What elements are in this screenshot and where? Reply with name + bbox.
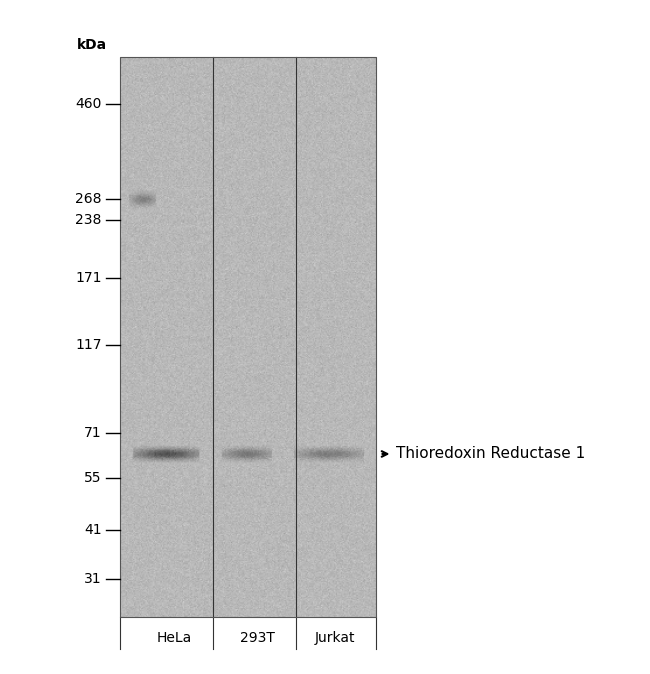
Text: 41: 41 — [84, 522, 101, 537]
Text: 268: 268 — [75, 192, 101, 206]
Text: Thioredoxin Reductase 1: Thioredoxin Reductase 1 — [396, 446, 585, 462]
Text: HeLa: HeLa — [157, 632, 192, 645]
Text: 55: 55 — [84, 471, 101, 485]
Text: kDa: kDa — [77, 38, 107, 52]
Text: 171: 171 — [75, 271, 101, 285]
Text: 293T: 293T — [240, 632, 275, 645]
Text: 71: 71 — [84, 426, 101, 440]
Text: 460: 460 — [75, 97, 101, 111]
Text: 117: 117 — [75, 338, 101, 352]
Text: Jurkat: Jurkat — [315, 632, 355, 645]
Text: 238: 238 — [75, 213, 101, 227]
Text: 31: 31 — [84, 572, 101, 586]
